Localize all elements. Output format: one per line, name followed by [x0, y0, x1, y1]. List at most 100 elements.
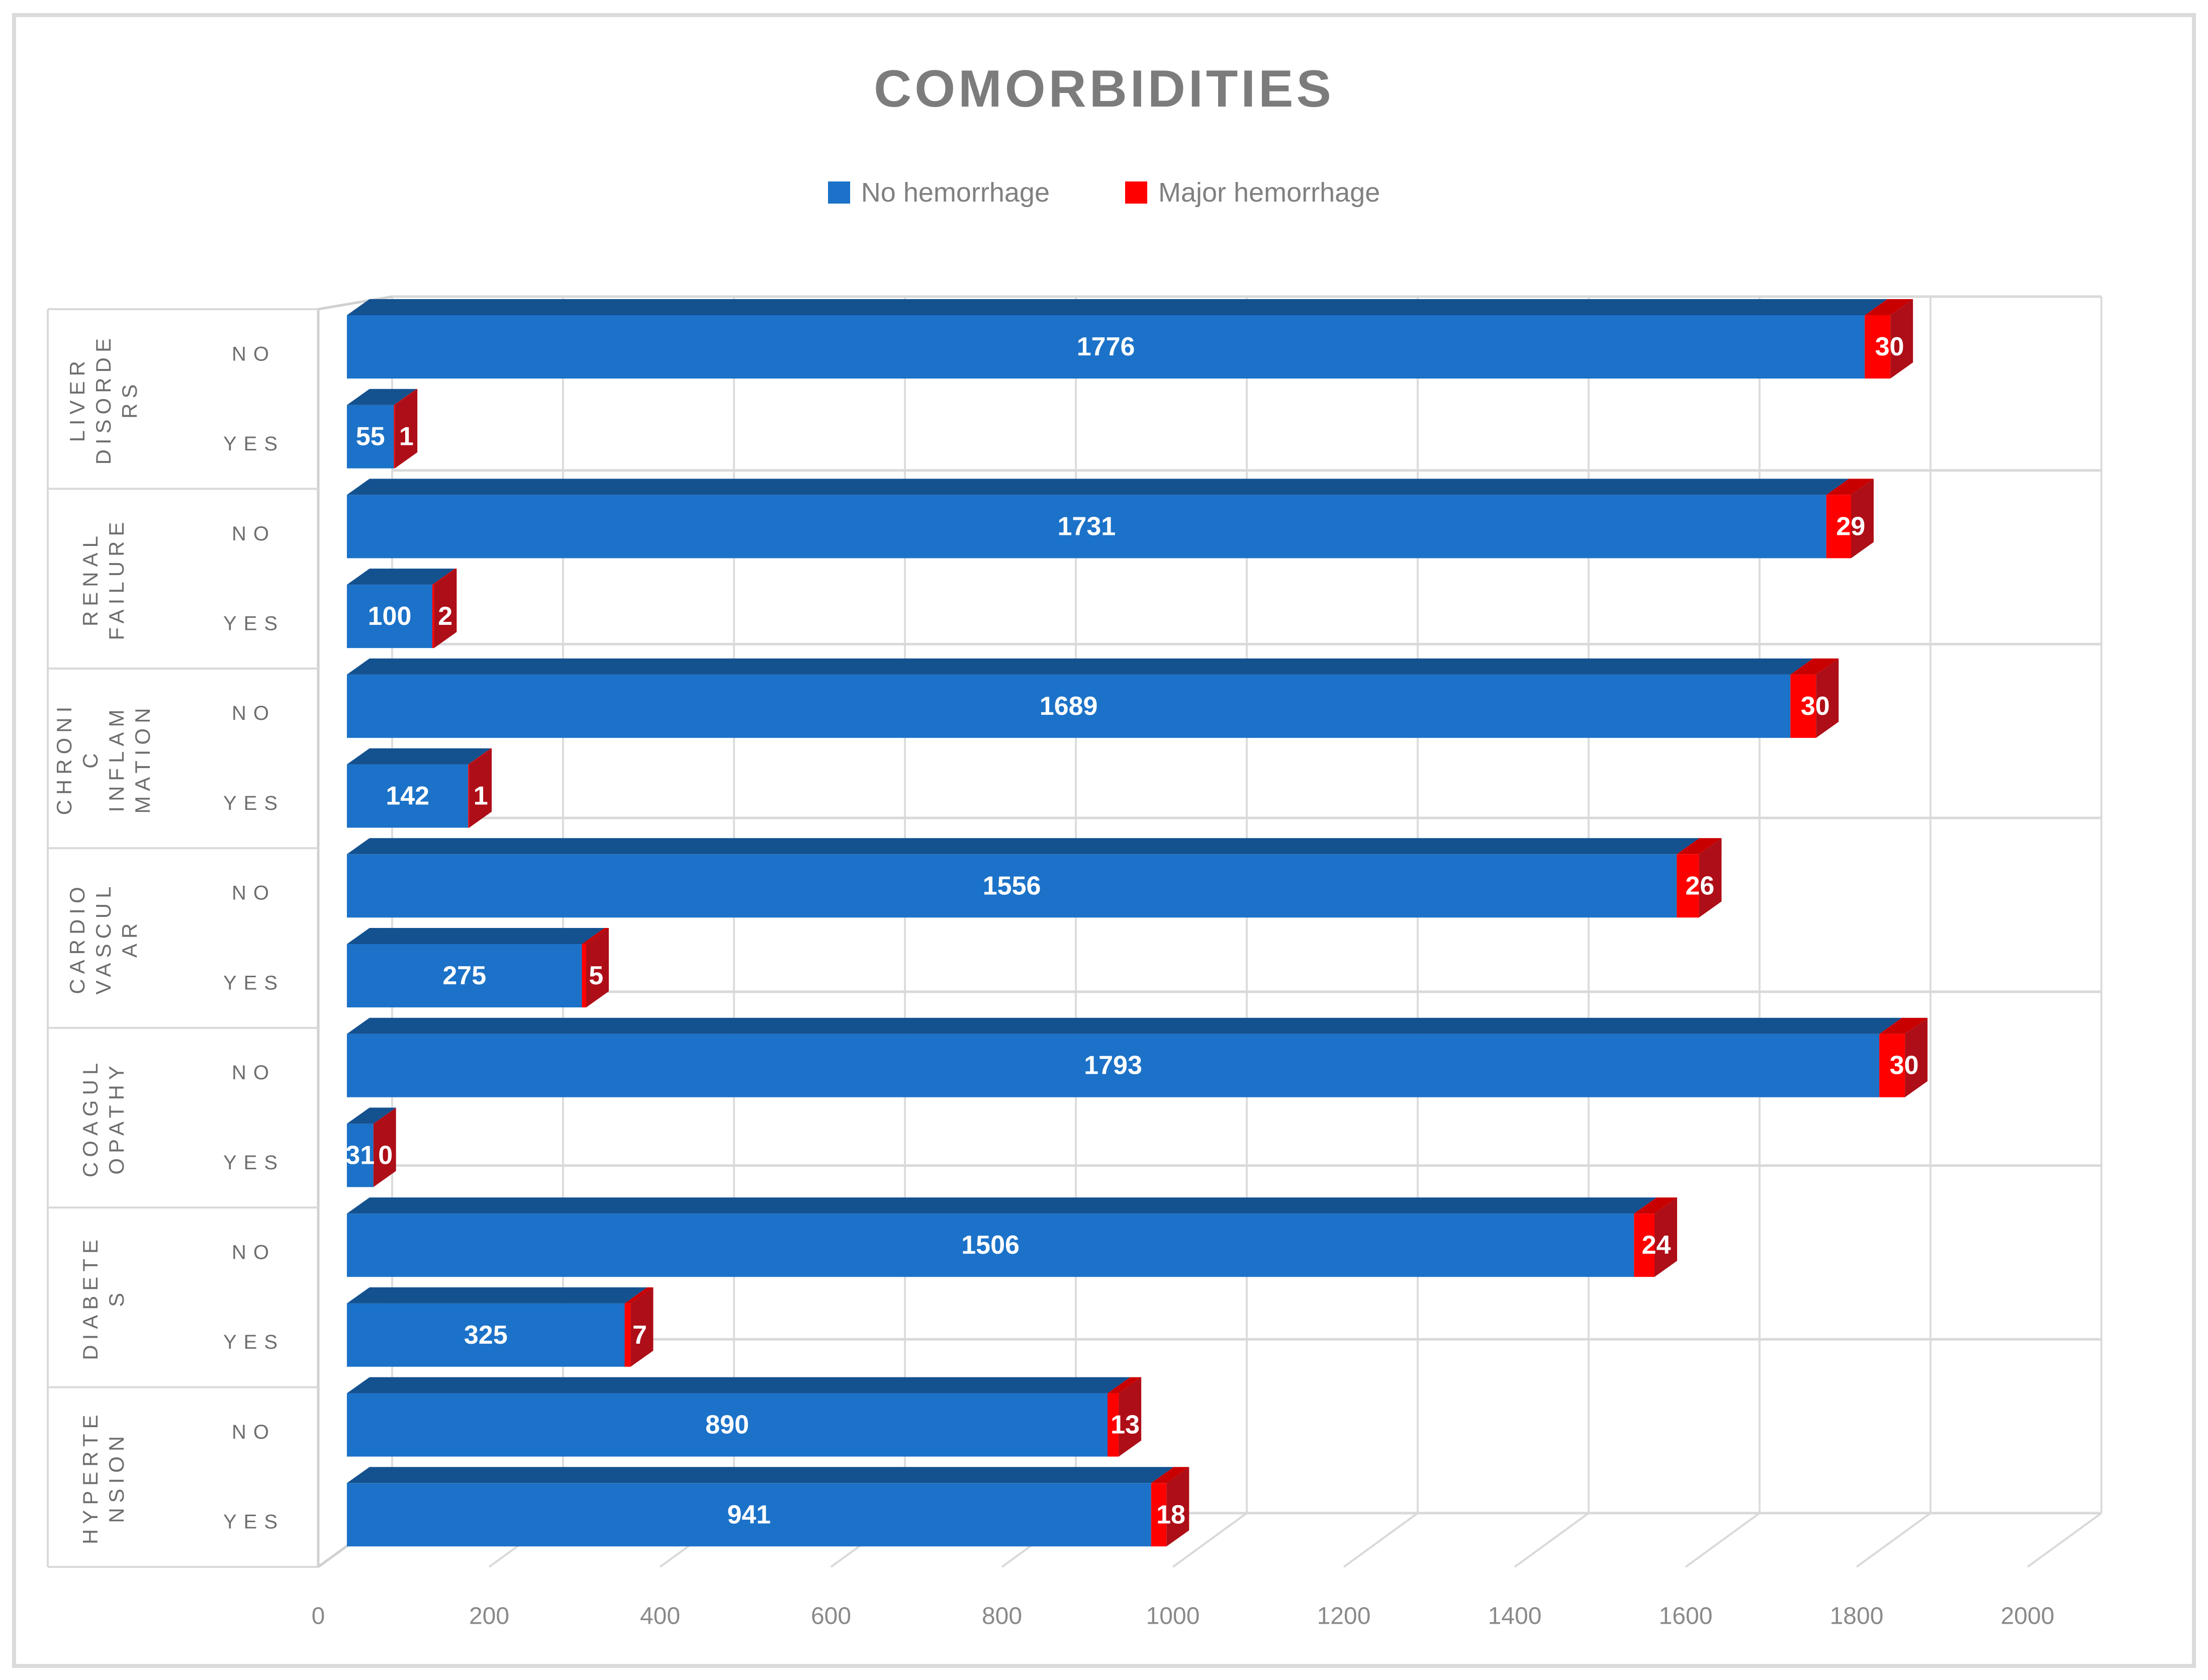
bar-red-front — [1879, 1034, 1905, 1097]
option-label-hypertension-yes: YES — [223, 1511, 285, 1533]
group-label-text: HYPERTE NSION — [78, 1410, 128, 1544]
value-major-hemorrhage-diabetes-no: 24 — [1642, 1231, 1671, 1260]
x-tick-label-400: 400 — [640, 1603, 680, 1630]
x-tick-label-1200: 1200 — [1317, 1603, 1371, 1630]
value-no-hemorrhage-cardiovascular-yes: 275 — [442, 961, 486, 990]
bar-row-coagulopathy-yes: 31 0 — [345, 1107, 396, 1187]
bar-blue-front — [347, 405, 394, 469]
option-label-hypertension-no: NO — [232, 1421, 276, 1443]
bar-blue-front — [347, 944, 582, 1007]
group-label-text: DIABETE S — [78, 1235, 128, 1360]
bar-blue-front — [347, 1034, 1880, 1097]
group-label-hypertension: HYPERTE NSION — [78, 1410, 128, 1544]
bar-red-top-face — [394, 389, 418, 405]
bar-row-renal-failure-no: 1731 29 — [347, 479, 1874, 558]
bar-row-diabetes-yes: 325 7 — [347, 1287, 654, 1367]
group-label-coagulopathy: COAGUL OPATHY — [78, 1058, 128, 1177]
bar-red-front — [1108, 1393, 1119, 1457]
x-tick-leader-1800 — [1856, 1512, 1931, 1568]
bar-blue-top-face — [347, 658, 1813, 675]
option-label-liver-disorders-yes: YES — [223, 433, 285, 455]
x-tick-label-1800: 1800 — [1830, 1603, 1884, 1630]
bar-blue-front — [347, 854, 1677, 918]
value-major-hemorrhage-renal-failure-yes: 2 — [438, 602, 452, 631]
legend-swatch-blue-icon — [827, 181, 850, 204]
bar-row-cardiovascular-no: 1556 26 — [347, 838, 1722, 918]
x-tick-label-2000: 2000 — [2001, 1603, 2055, 1630]
group-label-cardiovascular: CARDIO VASCUL AR — [65, 882, 141, 995]
bar-blue-front — [347, 585, 432, 648]
group-label-renal-failure: RENAL FAILURE — [78, 517, 128, 640]
value-major-hemorrhage-renal-failure-no: 29 — [1836, 512, 1865, 541]
x-tick-leader-2000 — [2027, 1512, 2102, 1568]
value-major-hemorrhage-coagulopathy-yes: 0 — [378, 1141, 393, 1170]
x-tick-leader-1200 — [1343, 1512, 1419, 1568]
value-major-hemorrhage-chronic-inflammation-yes: 1 — [474, 782, 488, 811]
bar-row-renal-failure-yes: 100 2 — [347, 569, 457, 648]
bar-red-top-face — [582, 928, 609, 944]
value-major-hemorrhage-liver-disorders-yes: 1 — [399, 422, 414, 451]
group-label-chronic-inflammation: CHRONI C INFLAM MATION — [52, 702, 154, 815]
value-no-hemorrhage-chronic-inflammation-no: 1689 — [1040, 692, 1098, 721]
legend-item-major-hemorrhage: Major hemorrhage — [1125, 177, 1380, 208]
bar-blue-front — [347, 1124, 374, 1187]
value-no-hemorrhage-cardiovascular-no: 1556 — [983, 871, 1041, 900]
bar-row-hypertension-yes: 941 18 — [347, 1467, 1189, 1547]
group-label-liver-disorders: LIVER DISORDE RS — [65, 333, 141, 464]
value-major-hemorrhage-liver-disorders-no: 30 — [1875, 332, 1904, 361]
value-no-hemorrhage-liver-disorders-no: 1776 — [1077, 332, 1135, 361]
bar-red-top-face — [1677, 838, 1722, 855]
value-major-hemorrhage-coagulopathy-no: 30 — [1890, 1051, 1919, 1080]
bar-blue-front — [347, 674, 1791, 738]
bar-red-cap — [1905, 1017, 1928, 1097]
x-tick-leader-1400 — [1514, 1512, 1590, 1568]
bar-red-cap — [1851, 479, 1874, 558]
bar-row-coagulopathy-no: 1793 30 — [347, 1017, 1928, 1097]
value-no-hemorrhage-diabetes-yes: 325 — [464, 1321, 508, 1350]
x-tick-label-600: 600 — [811, 1603, 851, 1630]
bar-red-top-face — [1826, 479, 1874, 495]
bar-red-cap — [373, 1107, 396, 1187]
option-label-chronic-inflammation-no: NO — [232, 702, 276, 724]
bar-blue-top-face — [347, 928, 605, 944]
bar-red-cap — [434, 569, 457, 648]
option-label-coagulopathy-no: NO — [232, 1062, 276, 1084]
bar-blue-front — [347, 1483, 1151, 1547]
bar-blue-top-face — [347, 1467, 1174, 1483]
bar-blue-top-face — [347, 1197, 1657, 1214]
bar-red-top-face — [1634, 1197, 1677, 1214]
legend-item-no-hemorrhage: No hemorrhage — [827, 177, 1050, 208]
value-no-hemorrhage-renal-failure-yes: 100 — [368, 602, 412, 631]
bar-blue-top-face — [347, 1107, 396, 1124]
bar-blue-front — [347, 1393, 1108, 1457]
bar-red-front — [1677, 854, 1699, 918]
x-tick-label-1000: 1000 — [1146, 1603, 1200, 1630]
option-label-cardiovascular-yes: YES — [223, 972, 285, 994]
bar-red-front — [1865, 315, 1891, 379]
group-label-text: LIVER DISORDE RS — [65, 333, 141, 464]
bar-red-top-face — [624, 1287, 654, 1303]
bar-blue-top-face — [347, 299, 1888, 315]
x-tick-label-1600: 1600 — [1659, 1603, 1713, 1630]
option-label-coagulopathy-yes: YES — [223, 1152, 285, 1174]
bar-red-front — [1634, 1214, 1654, 1277]
bar-red-cap — [1699, 838, 1722, 918]
bar-red-front — [432, 585, 434, 648]
group-label-text: RENAL FAILURE — [78, 517, 128, 640]
bar-red-cap — [1816, 658, 1839, 738]
legend-label-no-hemorrhage: No hemorrhage — [861, 177, 1050, 208]
bar-red-front — [1151, 1483, 1167, 1547]
value-major-hemorrhage-hypertension-no: 13 — [1111, 1411, 1140, 1440]
group-label-text: CARDIO VASCUL AR — [65, 882, 141, 995]
value-no-hemorrhage-coagulopathy-no: 1793 — [1084, 1051, 1142, 1080]
value-no-hemorrhage-coagulopathy-yes: 31 — [345, 1141, 375, 1170]
bar-red-cap — [1166, 1467, 1189, 1547]
bar-red-top-face — [1108, 1377, 1142, 1393]
bar-row-chronic-inflammation-yes: 142 1 — [347, 748, 492, 828]
bar-red-cap — [586, 928, 609, 1007]
x-tick-leader-1600 — [1685, 1512, 1761, 1568]
option-label-renal-failure-yes: YES — [223, 613, 285, 635]
bar-red-cap — [1119, 1377, 1142, 1457]
group-label-diabetes: DIABETE S — [78, 1235, 128, 1360]
